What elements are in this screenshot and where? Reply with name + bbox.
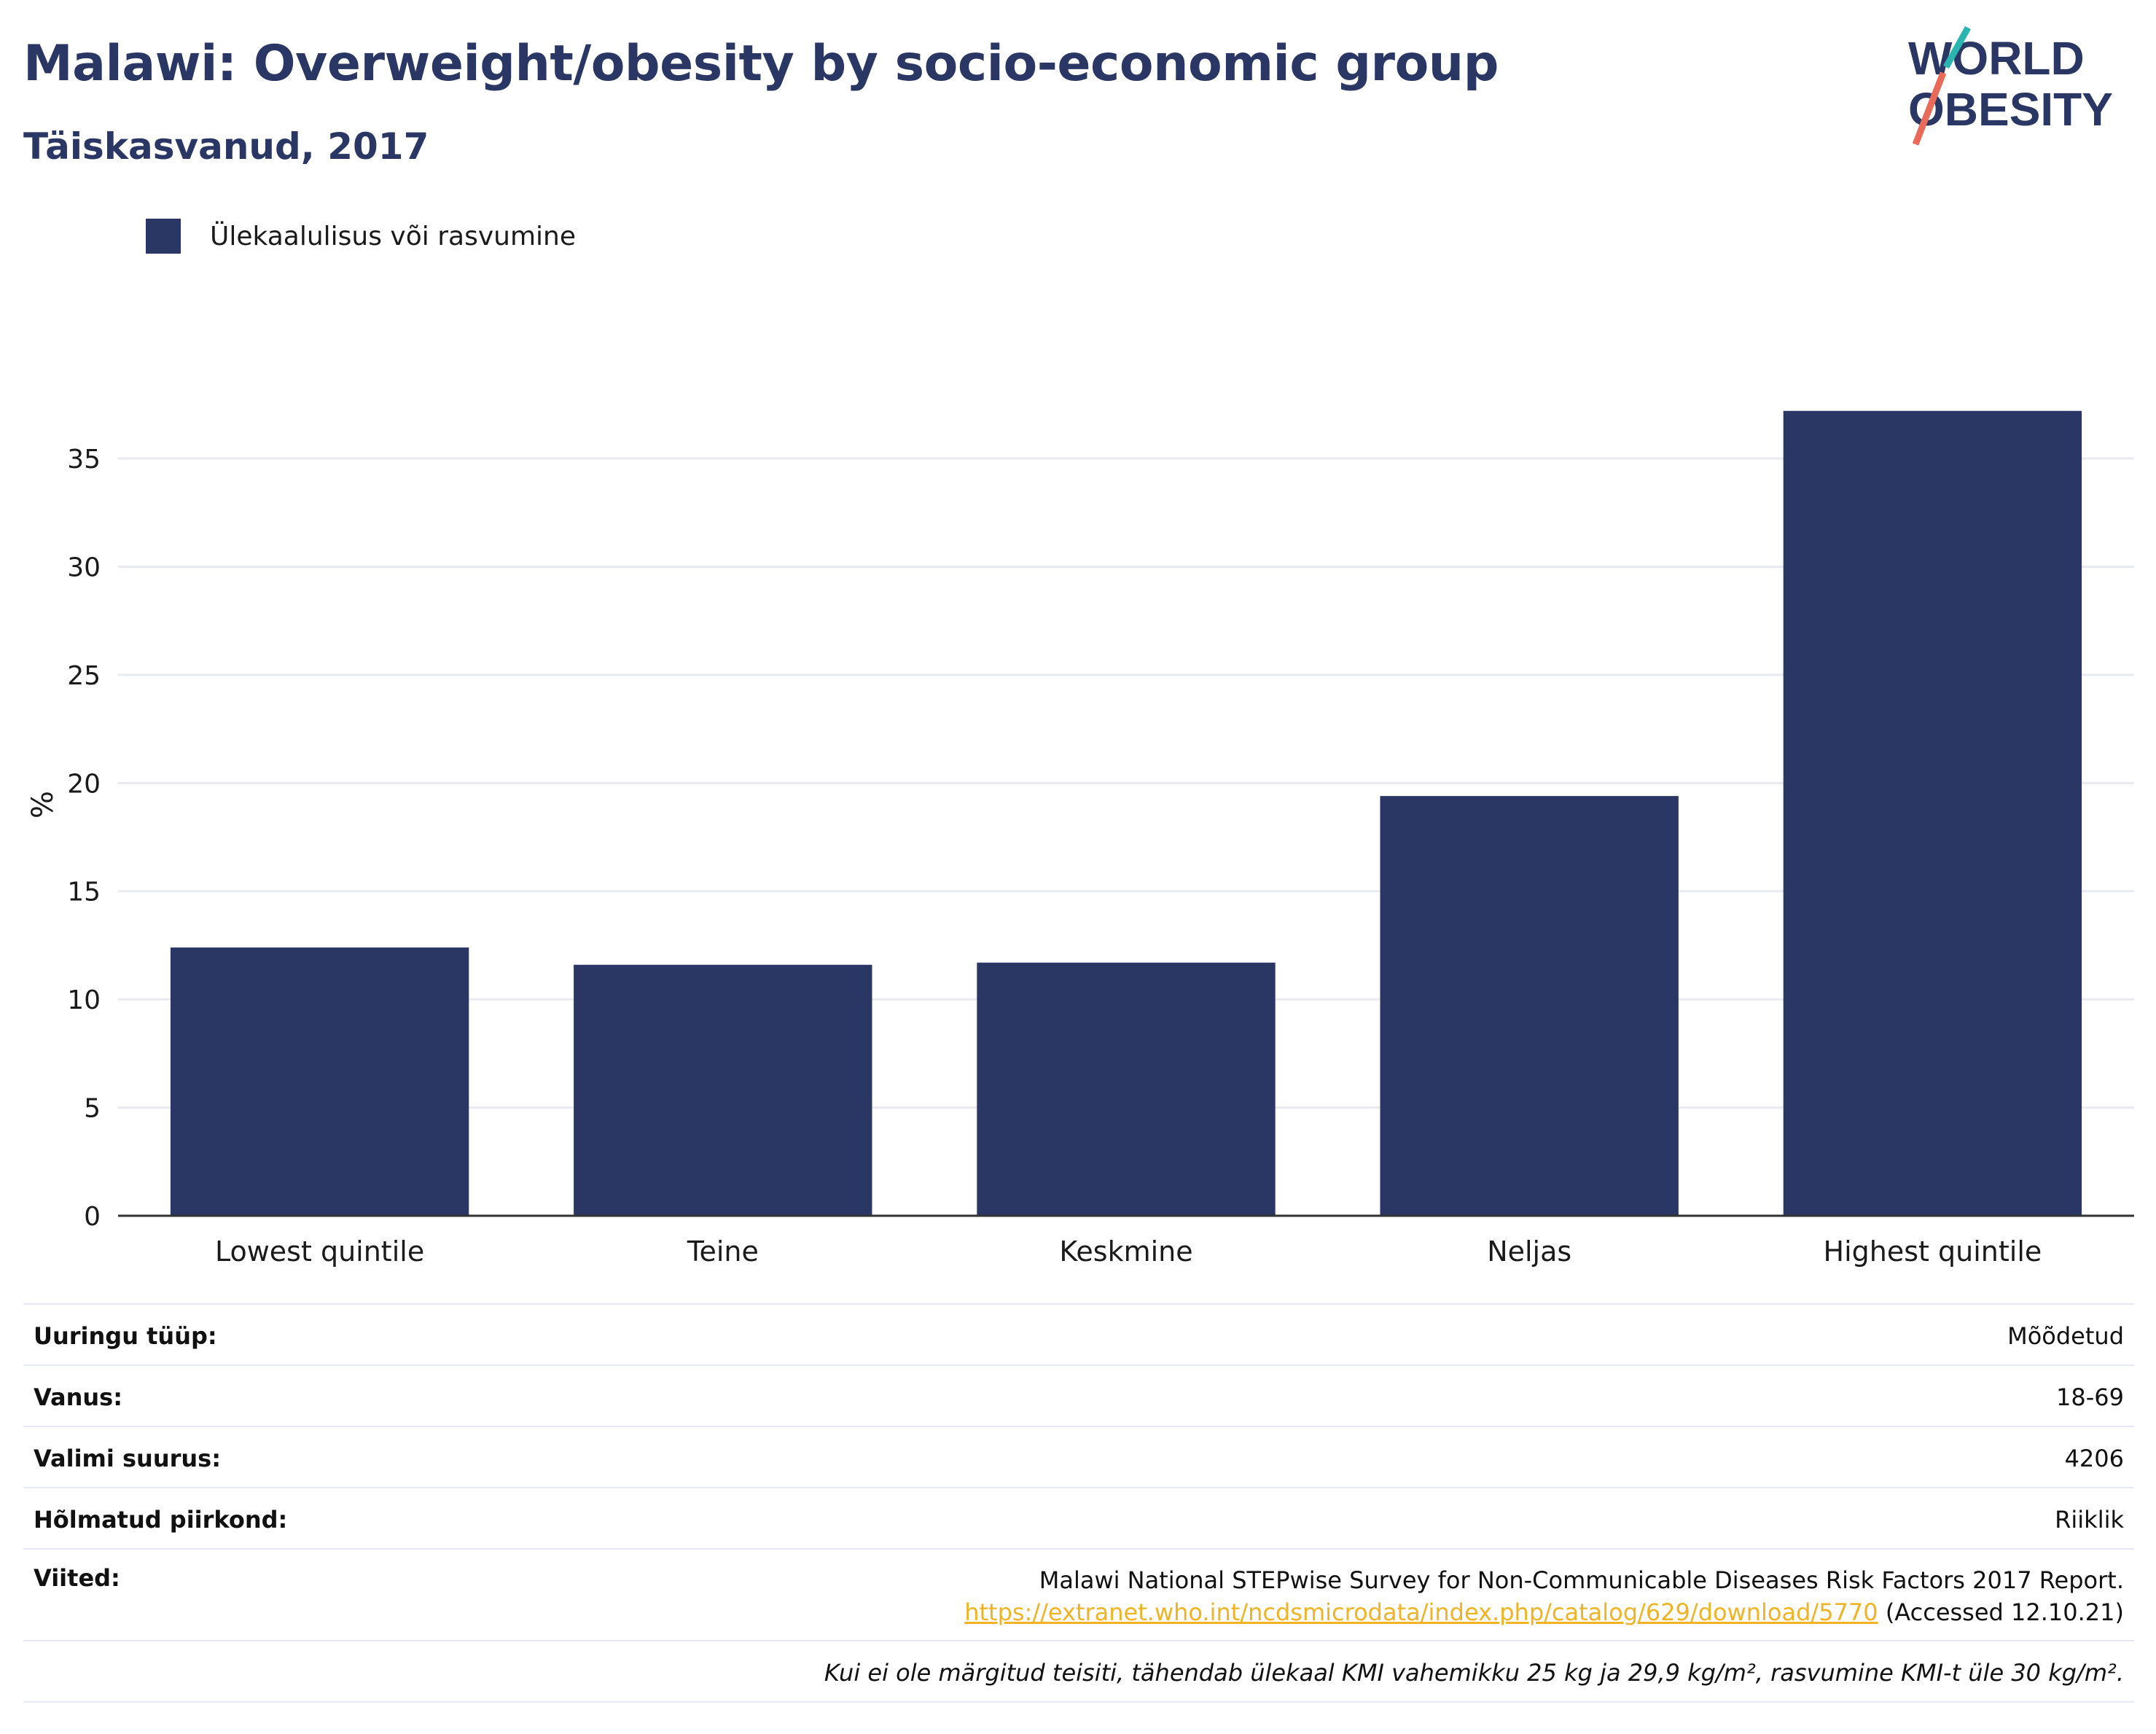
y-tick-label: 25 bbox=[67, 661, 101, 691]
world-obesity-logo: WORLD OBESITY bbox=[1908, 26, 2113, 146]
info-label: Viited: bbox=[34, 1564, 120, 1592]
info-row-age: Vanus: 18-69 bbox=[23, 1364, 2134, 1426]
bar bbox=[574, 964, 872, 1216]
info-table: Uuringu tüüp: Mõõdetud Vanus: 18-69 Vali… bbox=[23, 1303, 2134, 1703]
info-label: Vanus: bbox=[34, 1383, 123, 1411]
x-tick-label: Lowest quintile bbox=[215, 1235, 424, 1268]
legend-swatch bbox=[146, 219, 181, 254]
y-tick-label: 10 bbox=[67, 985, 101, 1015]
reference-text: Malawi National STEPwise Survey for Non-… bbox=[1039, 1566, 2124, 1594]
info-value: 4206 bbox=[2064, 1445, 2124, 1472]
info-label: Uuringu tüüp: bbox=[34, 1322, 217, 1350]
info-value: Mõõdetud bbox=[2007, 1322, 2124, 1350]
bar bbox=[1783, 410, 2082, 1216]
svg-text:WORLD: WORLD bbox=[1908, 32, 2085, 85]
info-label: Valimi suurus: bbox=[34, 1445, 222, 1472]
page-subtitle: Täiskasvanud, 2017 bbox=[23, 125, 429, 168]
info-value: Malawi National STEPwise Survey for Non-… bbox=[964, 1564, 2124, 1628]
info-row-area: Hõlmatud piirkond: Riiklik bbox=[23, 1487, 2134, 1548]
legend-label: Ülekaalulisus või rasvumine bbox=[210, 221, 576, 251]
info-row-survey-type: Uuringu tüüp: Mõõdetud bbox=[23, 1303, 2134, 1364]
bar bbox=[170, 947, 469, 1216]
info-value: 18-69 bbox=[2056, 1383, 2124, 1411]
x-tick-label: Neljas bbox=[1487, 1235, 1571, 1268]
y-tick-label: 30 bbox=[67, 552, 101, 582]
y-tick-label: 5 bbox=[84, 1094, 101, 1124]
y-tick-label: 35 bbox=[67, 445, 101, 474]
y-axis-label: % bbox=[26, 791, 60, 819]
x-tick-label: Teine bbox=[687, 1235, 759, 1268]
x-tick-label: Keskmine bbox=[1059, 1235, 1192, 1268]
footnote: Kui ei ole märgitud teisiti, tähendab ül… bbox=[824, 1659, 2124, 1687]
info-row-footnote: Kui ei ole märgitud teisiti, tähendab ül… bbox=[23, 1640, 2134, 1703]
bar-chart: 0 5 10 15 20 25 30 35% Lowest quintile Teine Keskm… bbox=[26, 410, 2134, 1268]
chart-legend: Ülekaalulisus või rasvumine bbox=[146, 219, 576, 254]
y-tick-label: 20 bbox=[67, 769, 101, 799]
page-title: Malawi: Overweight/obesity by socio-econ… bbox=[23, 35, 1499, 93]
info-value: Riiklik bbox=[2055, 1506, 2124, 1534]
x-tick-label: Highest quintile bbox=[1824, 1235, 2042, 1268]
reference-link[interactable]: https://extranet.who.int/ncdsmicrodata/i… bbox=[964, 1598, 1878, 1626]
info-row-sample-size: Valimi suurus: 4206 bbox=[23, 1426, 2134, 1487]
info-row-references: Viited: Malawi National STEPwise Survey … bbox=[23, 1548, 2134, 1640]
bar bbox=[1380, 796, 1679, 1216]
reference-accessed: (Accessed 12.10.21) bbox=[1878, 1598, 2124, 1626]
svg-text:OBESITY: OBESITY bbox=[1908, 83, 2113, 136]
bar bbox=[977, 962, 1276, 1216]
y-tick-label: 15 bbox=[67, 878, 101, 907]
y-tick-label: 0 bbox=[84, 1202, 101, 1232]
info-label: Hõlmatud piirkond: bbox=[34, 1506, 288, 1534]
